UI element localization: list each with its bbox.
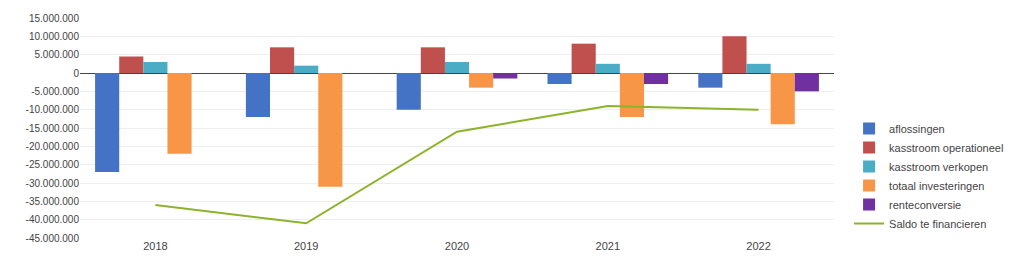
svg-text:5.000.000: 5.000.000 xyxy=(35,49,80,60)
svg-text:-20.000.000: -20.000.000 xyxy=(26,141,80,152)
svg-text:kasstroom verkopen: kasstroom verkopen xyxy=(889,161,988,173)
svg-text:-5.000.000: -5.000.000 xyxy=(31,86,79,97)
svg-text:aflossingen: aflossingen xyxy=(889,123,945,135)
svg-text:renteconversie: renteconversie xyxy=(889,199,961,211)
svg-text:Saldo te financieren: Saldo te financieren xyxy=(889,218,986,230)
svg-text:2022: 2022 xyxy=(746,240,770,252)
svg-text:2019: 2019 xyxy=(294,240,318,252)
svg-text:-30.000.000: -30.000.000 xyxy=(26,178,80,189)
svg-text:totaal investeringen: totaal investeringen xyxy=(889,180,984,192)
svg-text:-10.000.000: -10.000.000 xyxy=(26,104,80,115)
svg-text:0: 0 xyxy=(73,68,79,79)
svg-text:-25.000.000: -25.000.000 xyxy=(26,159,80,170)
svg-text:2021: 2021 xyxy=(596,240,620,252)
svg-text:15.000.000: 15.000.000 xyxy=(29,13,79,24)
svg-text:10.000.000: 10.000.000 xyxy=(29,31,79,42)
svg-text:kasstroom operationeel: kasstroom operationeel xyxy=(889,142,1003,154)
svg-text:-15.000.000: -15.000.000 xyxy=(26,123,80,134)
svg-text:2018: 2018 xyxy=(143,240,167,252)
svg-text:-35.000.000: -35.000.000 xyxy=(26,196,80,207)
svg-text:-40.000.000: -40.000.000 xyxy=(26,214,80,225)
svg-text:2020: 2020 xyxy=(445,240,469,252)
svg-text:-45.000.000: -45.000.000 xyxy=(26,233,80,244)
